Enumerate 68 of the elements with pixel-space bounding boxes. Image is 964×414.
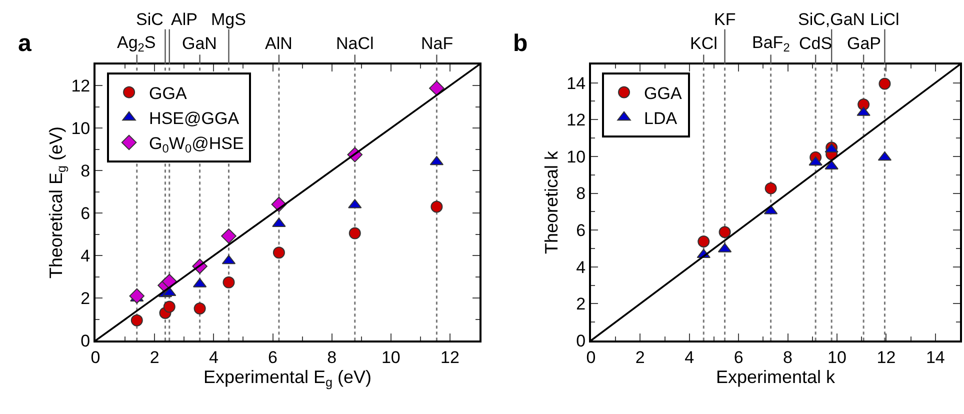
legend-label: GGA xyxy=(149,84,188,103)
point xyxy=(718,226,731,238)
ref-line-label: KF xyxy=(714,10,736,29)
ref-line-label: Ag$_{2}$S xyxy=(117,33,156,55)
ref-line-label: LiCl xyxy=(870,10,900,29)
legend-label: LDA xyxy=(644,108,678,128)
x-axis-title: Experimental E$_{g}$ (eV) xyxy=(203,366,372,390)
ref-line-label: SiC xyxy=(136,10,164,29)
y-tick-label: 2 xyxy=(576,294,586,314)
point xyxy=(858,98,870,111)
point xyxy=(194,302,206,314)
point xyxy=(129,288,145,304)
y-tick-label: 8 xyxy=(80,162,90,181)
ref-line-label: GaP xyxy=(847,34,882,53)
y-tick-label: 6 xyxy=(576,221,586,240)
y-tick-label: 4 xyxy=(576,258,586,277)
x-tick-label: 8 xyxy=(327,348,337,367)
point xyxy=(429,80,444,96)
ref-line-label: BaF$_{2}$ xyxy=(752,33,790,55)
point xyxy=(348,227,361,240)
y-axis-title: Theoretical k xyxy=(541,150,562,254)
x-axis-title: Experimental k xyxy=(716,366,836,387)
ref-line-label: MgS xyxy=(211,10,246,29)
y-tick-label: 12 xyxy=(71,76,90,96)
point xyxy=(222,276,235,288)
point xyxy=(764,182,777,194)
point xyxy=(272,246,285,259)
point xyxy=(221,228,236,244)
ref-line-label: NaF xyxy=(421,34,454,53)
point xyxy=(130,314,143,326)
y-tick-label: 14 xyxy=(566,74,586,93)
ref-line-label: KCl xyxy=(690,34,718,53)
y-tick-label: 10 xyxy=(71,119,90,138)
ref-line-label: GaN xyxy=(182,34,217,53)
chart-title: b xyxy=(513,30,528,57)
point xyxy=(163,300,176,313)
x-tick-label: 2 xyxy=(635,348,645,367)
chart-title: a xyxy=(18,30,32,57)
y-tick-label: 8 xyxy=(576,184,586,204)
x-tick-label: 6 xyxy=(734,348,744,367)
x-tick-label: 12 xyxy=(876,348,896,367)
x-tick-label: 4 xyxy=(684,348,694,367)
ref-line-label: NaCl xyxy=(336,34,374,53)
y-tick-label: 0 xyxy=(576,332,586,351)
y-tick-label: 10 xyxy=(566,147,586,166)
point xyxy=(808,156,822,166)
x-tick-label: 10 xyxy=(381,348,400,367)
x-tick-label: 2 xyxy=(150,348,160,367)
ref-line-label: AlN xyxy=(265,34,292,53)
x-tick-label: 14 xyxy=(926,348,945,367)
legend-label: GGA xyxy=(644,84,682,103)
x-tick-label: 12 xyxy=(440,348,460,367)
ref-line-label: SiC,GaN xyxy=(798,10,866,29)
point xyxy=(430,200,443,213)
legend-label: HSE@GGA xyxy=(149,108,240,128)
ref-line-label: AlP xyxy=(171,10,198,29)
y-tick-label: 12 xyxy=(566,110,586,130)
legend-label: G$_{0}$W$_{0}$@HSE xyxy=(149,134,244,156)
x-tick-label: 10 xyxy=(828,348,846,367)
point xyxy=(698,236,710,248)
y-tick-label: 4 xyxy=(80,246,90,266)
y-tick-label: 6 xyxy=(80,204,90,224)
y-tick-label: 0 xyxy=(80,332,90,351)
x-tick-label: 8 xyxy=(783,348,793,367)
point xyxy=(878,78,891,90)
y-tick-label: 2 xyxy=(80,289,90,308)
x-tick-label: 6 xyxy=(268,348,278,367)
x-tick-label: 4 xyxy=(208,348,218,367)
